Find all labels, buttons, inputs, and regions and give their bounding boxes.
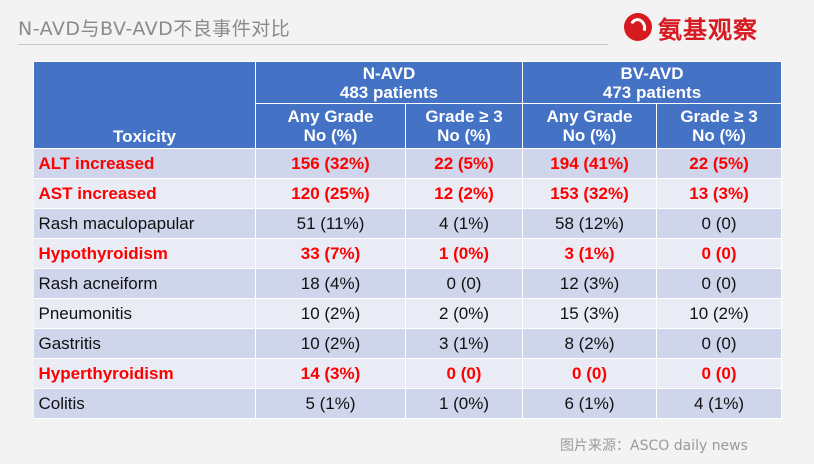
group-patients: 473 patients (602, 82, 702, 102)
cell-bvavd-any-grade: 153 (32%) (522, 178, 658, 209)
cell-bvavd-grade3: 0 (0) (656, 328, 783, 359)
cell-navd-grade3: 0 (0) (405, 268, 524, 299)
subheader-unit: No (%) (562, 126, 617, 145)
adverse-events-table-container: Toxicity N-AVD 483 patients BV-AVD 473 p… (33, 61, 783, 419)
subheader-unit: No (%) (437, 126, 491, 145)
group-patients: 483 patients (339, 82, 439, 102)
cell-navd-grade3: 1 (0%) (405, 388, 524, 419)
cell-bvavd-any-grade: 15 (3%) (522, 298, 658, 329)
cell-navd-any-grade: 10 (2%) (255, 298, 406, 329)
table-row: Hyperthyroidism 14 (3%) 0 (0) 0 (0) 0 (0) (33, 358, 783, 389)
cell-navd-any-grade: 18 (4%) (255, 268, 406, 299)
table-row: Rash acneiform 18 (4%) 0 (0) 12 (3%) 0 (0) (33, 268, 783, 299)
cell-bvavd-any-grade: 3 (1%) (522, 238, 658, 269)
table-row: AST increased 120 (25%) 12 (2%) 153 (32%) 13… (33, 178, 783, 209)
cell-bvavd-grade3: 0 (0) (656, 268, 783, 299)
image-source-caption: 图片来源：ASCO daily news (560, 438, 748, 454)
brand-logo-icon (624, 13, 652, 41)
table-row: Rash maculopapular 51 (11%) 4 (1%) 58 (12%)… (33, 208, 783, 239)
cell-bvavd-grade3: 13 (3%) (656, 178, 783, 209)
table-body: ALT increased 156 (32%) 22 (5%) 194 (41%) 22… (33, 148, 783, 419)
table-row: Gastritis 10 (2%) 3 (1%) 8 (2%) 0 (0) (33, 328, 783, 359)
subheader-any-grade: Any Grade No (%) (522, 103, 658, 149)
subheader-grade3: Grade ≥ 3 No (%) (656, 103, 783, 149)
brand-logo-text: 氨基观察 (658, 15, 758, 44)
cell-bvavd-grade3: 0 (0) (656, 358, 783, 389)
table-row: Hypothyroidism 33 (7%) 1 (0%) 3 (1%) 0 (0) (33, 238, 783, 269)
cell-navd-any-grade: 51 (11%) (255, 208, 406, 239)
group-header-navd: N-AVD 483 patients (254, 61, 524, 104)
toxicity-name: Hypothyroidism (33, 238, 256, 269)
cell-bvavd-any-grade: 0 (0) (522, 358, 658, 389)
subheader-any-grade: Any Grade No (%) (255, 103, 406, 149)
cell-bvavd-any-grade: 6 (1%) (522, 388, 658, 419)
table-row: Pneumonitis 10 (2%) 2 (0%) 15 (3%) 10 (2%) (33, 298, 783, 329)
page-title: N-AVD与BV-AVD不良事件对比 (18, 18, 291, 40)
toxicity-header: Toxicity (33, 61, 256, 149)
cell-bvavd-grade3: 4 (1%) (656, 388, 783, 419)
group-name: BV-AVD (620, 63, 684, 83)
subheader-label: Any Grade (287, 107, 374, 126)
brand-logo: 氨基观察 (624, 10, 758, 44)
group-name: N-AVD (362, 63, 416, 83)
cell-navd-grade3: 2 (0%) (405, 298, 524, 329)
toxicity-name: AST increased (33, 178, 256, 209)
table-row: Colitis 5 (1%) 1 (0%) 6 (1%) 4 (1%) (33, 388, 783, 419)
subheader-label: Grade ≥ 3 (425, 107, 503, 126)
cell-bvavd-any-grade: 12 (3%) (522, 268, 658, 299)
table-row: ALT increased 156 (32%) 22 (5%) 194 (41%) 22… (33, 148, 783, 179)
cell-bvavd-grade3: 22 (5%) (656, 148, 783, 179)
cell-navd-any-grade: 156 (32%) (255, 148, 406, 179)
cell-bvavd-any-grade: 58 (12%) (522, 208, 658, 239)
cell-navd-grade3: 4 (1%) (405, 208, 524, 239)
cell-bvavd-grade3: 10 (2%) (656, 298, 783, 329)
cell-bvavd-any-grade: 194 (41%) (522, 148, 658, 179)
cell-navd-grade3: 12 (2%) (405, 178, 524, 209)
subheader-unit: No (%) (692, 126, 746, 145)
cell-navd-any-grade: 33 (7%) (255, 238, 406, 269)
cell-bvavd-grade3: 0 (0) (656, 238, 783, 269)
toxicity-name: Colitis (33, 388, 256, 419)
toxicity-name: ALT increased (33, 148, 256, 179)
cell-navd-any-grade: 10 (2%) (255, 328, 406, 359)
subheader-label: Grade ≥ 3 (680, 107, 758, 126)
cell-bvavd-any-grade: 8 (2%) (522, 328, 658, 359)
toxicity-name: Hyperthyroidism (33, 358, 256, 389)
subheader-unit: No (%) (303, 126, 358, 145)
cell-navd-grade3: 3 (1%) (405, 328, 524, 359)
title-divider (18, 44, 608, 45)
toxicity-name: Gastritis (33, 328, 256, 359)
toxicity-name: Rash maculopapular (33, 208, 256, 239)
cell-navd-grade3: 0 (0) (405, 358, 524, 389)
cell-navd-any-grade: 120 (25%) (255, 178, 406, 209)
cell-navd-grade3: 22 (5%) (405, 148, 524, 179)
cell-bvavd-grade3: 0 (0) (656, 208, 783, 239)
cell-navd-grade3: 1 (0%) (405, 238, 524, 269)
adverse-events-table: Toxicity N-AVD 483 patients BV-AVD 473 p… (33, 61, 783, 419)
cell-navd-any-grade: 14 (3%) (255, 358, 406, 389)
subheader-grade3: Grade ≥ 3 No (%) (404, 103, 524, 149)
subheader-label: Any Grade (546, 107, 633, 126)
cell-navd-any-grade: 5 (1%) (255, 388, 406, 419)
toxicity-name: Pneumonitis (33, 298, 256, 329)
group-header-bvavd: BV-AVD 473 patients (522, 61, 783, 104)
toxicity-name: Rash acneiform (33, 268, 256, 299)
